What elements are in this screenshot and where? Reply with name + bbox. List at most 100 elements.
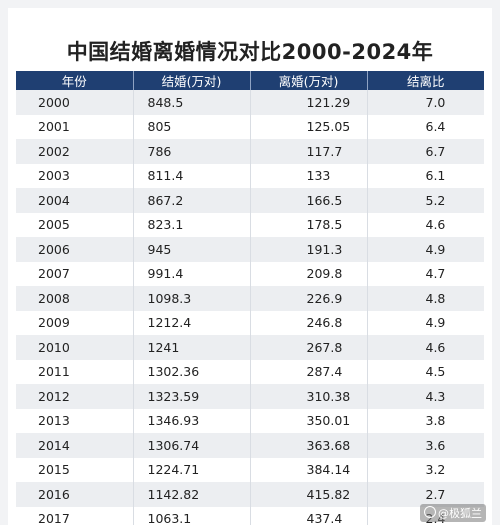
cell-divorces: 178.5 bbox=[250, 212, 368, 237]
cell-year: 2009 bbox=[16, 310, 134, 335]
cell-ratio: 7.0 bbox=[367, 90, 484, 115]
cell-marriages: 867.2 bbox=[133, 188, 251, 213]
cell-year: 2003 bbox=[16, 163, 134, 188]
cell-divorces: 350.01 bbox=[250, 408, 368, 433]
table-header-row: 年份 结婚(万对) 离婚(万对) 结离比 bbox=[16, 71, 484, 90]
cell-marriages: 1063.1 bbox=[133, 506, 251, 525]
cell-marriages: 1346.93 bbox=[133, 408, 251, 433]
table-row: 2016 1142.82 415.82 2.7 bbox=[16, 482, 484, 507]
cell-divorces: 191.3 bbox=[250, 237, 368, 262]
cell-divorces: 437.4 bbox=[250, 506, 368, 525]
cell-divorces: 363.68 bbox=[250, 433, 368, 458]
cell-marriages: 811.4 bbox=[133, 163, 251, 188]
cell-year: 2015 bbox=[16, 457, 134, 482]
cell-ratio: 3.8 bbox=[367, 408, 484, 433]
cell-divorces: 287.4 bbox=[250, 359, 368, 384]
table-row: 2013 1346.93 350.01 3.8 bbox=[16, 408, 484, 433]
page-title: 中国结婚离婚情况对比2000-2024年 bbox=[66, 40, 434, 64]
cell-year: 2014 bbox=[16, 433, 134, 458]
cell-marriages: 1241 bbox=[133, 335, 251, 360]
table-row: 2014 1306.74 363.68 3.6 bbox=[16, 433, 484, 458]
cell-year: 2007 bbox=[16, 261, 134, 286]
table-body: 2000 848.5 121.29 7.0 2001 805 125.05 6.4 2002 78… bbox=[16, 90, 484, 525]
table-row: 2007 991.4 209.8 4.7 bbox=[16, 261, 484, 286]
cell-year: 2016 bbox=[16, 482, 134, 507]
cell-marriages: 1306.74 bbox=[133, 433, 251, 458]
cell-year: 2010 bbox=[16, 335, 134, 360]
cell-marriages: 1142.82 bbox=[133, 482, 251, 507]
cell-ratio: 4.5 bbox=[367, 359, 484, 384]
cell-divorces: 384.14 bbox=[250, 457, 368, 482]
cell-marriages: 805 bbox=[133, 114, 251, 139]
cell-divorces: 121.29 bbox=[250, 90, 368, 115]
table-row: 2015 1224.71 384.14 3.2 bbox=[16, 457, 484, 482]
cell-divorces: 125.05 bbox=[250, 114, 368, 139]
cell-marriages: 1212.4 bbox=[133, 310, 251, 335]
cell-divorces: 415.82 bbox=[250, 482, 368, 507]
cell-year: 2013 bbox=[16, 408, 134, 433]
cell-ratio: 4.7 bbox=[367, 261, 484, 286]
table-row: 2012 1323.59 310.38 4.3 bbox=[16, 384, 484, 409]
cell-divorces: 267.8 bbox=[250, 335, 368, 360]
table-row: 2011 1302.36 287.4 4.5 bbox=[16, 359, 484, 384]
table-row: 2009 1212.4 246.8 4.9 bbox=[16, 310, 484, 335]
cell-ratio: 5.2 bbox=[367, 188, 484, 213]
header-year: 年份 bbox=[16, 71, 134, 90]
cell-ratio: 3.6 bbox=[367, 433, 484, 458]
cell-ratio: 4.9 bbox=[367, 310, 484, 335]
table-row: 2001 805 125.05 6.4 bbox=[16, 114, 484, 139]
cell-marriages: 786 bbox=[133, 139, 251, 164]
cell-year: 2017 bbox=[16, 506, 134, 525]
table-row: 2006 945 191.3 4.9 bbox=[16, 237, 484, 262]
cell-ratio: 4.3 bbox=[367, 384, 484, 409]
watermark-text: @极狐兰 bbox=[438, 507, 482, 520]
table-row: 2004 867.2 166.5 5.2 bbox=[16, 188, 484, 213]
header-divorces: 离婚(万对) bbox=[250, 71, 368, 90]
cell-ratio: 2.7 bbox=[367, 482, 484, 507]
cell-year: 2004 bbox=[16, 188, 134, 213]
cell-ratio: 6.1 bbox=[367, 163, 484, 188]
table-row: 2010 1241 267.8 4.6 bbox=[16, 335, 484, 360]
cell-ratio: 6.4 bbox=[367, 114, 484, 139]
cell-ratio: 6.7 bbox=[367, 139, 484, 164]
cell-ratio: 4.8 bbox=[367, 286, 484, 311]
cell-year: 2001 bbox=[16, 114, 134, 139]
cell-ratio: 3.2 bbox=[367, 457, 484, 482]
cell-ratio: 4.6 bbox=[367, 212, 484, 237]
cell-marriages: 1224.71 bbox=[133, 457, 251, 482]
cell-divorces: 133 bbox=[250, 163, 368, 188]
table-row: 2002 786 117.7 6.7 bbox=[16, 139, 484, 164]
cell-divorces: 226.9 bbox=[250, 286, 368, 311]
cell-marriages: 1323.59 bbox=[133, 384, 251, 409]
cell-year: 2000 bbox=[16, 90, 134, 115]
cell-marriages: 1098.3 bbox=[133, 286, 251, 311]
document-page: 中国结婚离婚情况对比2000-2024年 年份 结婚(万对) 离婚(万对) 结离… bbox=[8, 8, 492, 525]
cell-year: 2012 bbox=[16, 384, 134, 409]
cell-year: 2005 bbox=[16, 212, 134, 237]
cell-year: 2008 bbox=[16, 286, 134, 311]
cell-ratio: 4.6 bbox=[367, 335, 484, 360]
table-row: 2000 848.5 121.29 7.0 bbox=[16, 90, 484, 115]
watermark-logo-icon bbox=[424, 506, 436, 518]
table-row: 2005 823.1 178.5 4.6 bbox=[16, 212, 484, 237]
cell-marriages: 991.4 bbox=[133, 261, 251, 286]
cell-divorces: 166.5 bbox=[250, 188, 368, 213]
cell-year: 2006 bbox=[16, 237, 134, 262]
cell-year: 2002 bbox=[16, 139, 134, 164]
cell-marriages: 945 bbox=[133, 237, 251, 262]
cell-marriages: 823.1 bbox=[133, 212, 251, 237]
table-row: 2003 811.4 133 6.1 bbox=[16, 163, 484, 188]
cell-divorces: 246.8 bbox=[250, 310, 368, 335]
header-ratio: 结离比 bbox=[367, 71, 484, 90]
cell-year: 2011 bbox=[16, 359, 134, 384]
cell-divorces: 310.38 bbox=[250, 384, 368, 409]
cell-divorces: 117.7 bbox=[250, 139, 368, 164]
cell-ratio: 4.9 bbox=[367, 237, 484, 262]
cell-marriages: 848.5 bbox=[133, 90, 251, 115]
cell-divorces: 209.8 bbox=[250, 261, 368, 286]
watermark: @极狐兰 bbox=[420, 504, 486, 522]
cell-marriages: 1302.36 bbox=[133, 359, 251, 384]
header-marriages: 结婚(万对) bbox=[133, 71, 251, 90]
data-table: 年份 结婚(万对) 离婚(万对) 结离比 2000 848.5 121.29 7.0 2… bbox=[16, 71, 484, 525]
table-row: 2008 1098.3 226.9 4.8 bbox=[16, 286, 484, 311]
